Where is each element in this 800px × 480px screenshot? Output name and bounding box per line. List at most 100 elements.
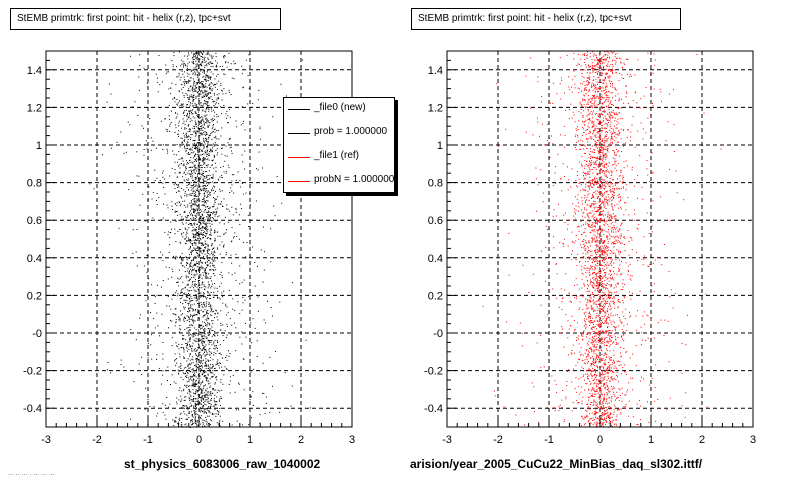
- left-point: [189, 389, 190, 391]
- right-point: [581, 106, 583, 107]
- left-point: [193, 393, 195, 395]
- left-point: [206, 233, 208, 235]
- left-point: [193, 195, 195, 197]
- left-point: [189, 98, 191, 100]
- right-point: [650, 305, 652, 307]
- right-point: [584, 99, 586, 100]
- left-point: [188, 334, 190, 336]
- left-point: [186, 344, 188, 346]
- left-point: [198, 376, 200, 378]
- left-point: [162, 411, 164, 413]
- right-point: [602, 195, 604, 197]
- right-point: [590, 316, 591, 318]
- left-point: [195, 358, 197, 360]
- left-point: [191, 103, 193, 105]
- left-point: [193, 315, 195, 317]
- left-point: [199, 269, 201, 271]
- left-point: [230, 333, 232, 335]
- right-point: [612, 359, 614, 361]
- left-point: [193, 268, 195, 270]
- left-point: [202, 159, 204, 161]
- left-point: [209, 83, 211, 85]
- left-point: [205, 274, 207, 276]
- left-point: [195, 392, 197, 394]
- left-point: [207, 107, 209, 109]
- left-point: [197, 262, 198, 264]
- left-point: [222, 332, 224, 334]
- right-point: [590, 363, 592, 365]
- left-point: [199, 166, 201, 168]
- left-point: [178, 285, 180, 287]
- right-point: [615, 137, 617, 139]
- left-point: [207, 102, 209, 104]
- left-point: [197, 334, 199, 336]
- left-point: [192, 381, 194, 383]
- left-point: [207, 353, 209, 355]
- left-point: [251, 342, 253, 344]
- left-point: [189, 310, 191, 312]
- left-point: [190, 319, 192, 321]
- right-point: [569, 109, 570, 111]
- left-point: [198, 169, 200, 171]
- left-point: [200, 296, 201, 298]
- left-point: [211, 120, 213, 122]
- left-point: [201, 390, 203, 392]
- left-point: [194, 120, 196, 122]
- right-point: [601, 374, 603, 376]
- left-point: [204, 158, 206, 160]
- right-point: [585, 326, 587, 328]
- right-point: [606, 356, 608, 358]
- right-point: [595, 370, 597, 372]
- right-point: [611, 376, 613, 378]
- left-point: [207, 393, 209, 395]
- left-point: [190, 182, 192, 184]
- right-point: [621, 182, 623, 183]
- left-point: [190, 186, 192, 188]
- left-point: [203, 395, 205, 397]
- left-point: [186, 55, 188, 57]
- left-point: [187, 52, 189, 54]
- right-point: [596, 181, 598, 183]
- left-point: [225, 93, 227, 95]
- right-point: [599, 280, 600, 282]
- left-point: [198, 233, 200, 235]
- left-point: [258, 151, 260, 153]
- left-point: [169, 118, 170, 120]
- left-point: [199, 354, 201, 356]
- left-point: [206, 399, 208, 401]
- left-point: [191, 204, 193, 206]
- left-point: [195, 247, 197, 249]
- right-point: [603, 79, 604, 81]
- left-point: [183, 348, 185, 350]
- left-point: [260, 138, 262, 140]
- left-point: [198, 375, 200, 377]
- left-point: [184, 64, 186, 66]
- left-point: [178, 190, 180, 192]
- left-point: [214, 240, 216, 242]
- right-point: [611, 117, 613, 119]
- left-point: [218, 399, 220, 401]
- left-point: [184, 299, 186, 301]
- right-point: [591, 138, 593, 140]
- left-point: [217, 130, 219, 131]
- left-point: [225, 254, 227, 256]
- left-point: [210, 304, 211, 306]
- left-point: [228, 290, 230, 291]
- right-point: [617, 231, 619, 233]
- left-point: [204, 200, 206, 202]
- left-point: [197, 403, 199, 405]
- left-point: [192, 208, 194, 210]
- left-point: [190, 362, 192, 364]
- left-point: [210, 252, 212, 254]
- left-point: [180, 395, 182, 397]
- right-point: [589, 324, 590, 326]
- left-point: [200, 233, 202, 235]
- right-point: [600, 302, 602, 304]
- left-point: [186, 296, 188, 298]
- right-point: [598, 356, 599, 358]
- left-point: [229, 192, 231, 193]
- left-point: [195, 279, 196, 281]
- left-point: [183, 65, 185, 67]
- right-point: [597, 182, 599, 183]
- left-point: [192, 101, 194, 102]
